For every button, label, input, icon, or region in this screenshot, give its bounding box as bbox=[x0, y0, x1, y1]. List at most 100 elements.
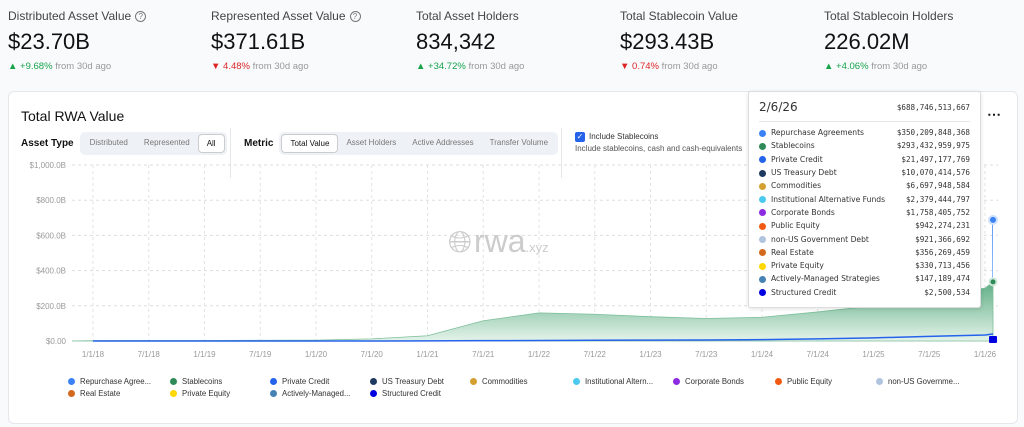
legend-label: Commodities bbox=[482, 377, 528, 386]
series-dot-icon bbox=[759, 129, 766, 137]
legend-label: Stablecoins bbox=[182, 377, 223, 386]
legend-item[interactable]: Corporate Bonds bbox=[673, 377, 744, 386]
tooltip-total: $688,746,513,667 bbox=[896, 102, 970, 112]
legend-item[interactable]: Stablecoins bbox=[170, 377, 222, 386]
series-dot-icon bbox=[759, 196, 766, 204]
series-value: $2,379,444,797 bbox=[905, 194, 970, 204]
point-stablecoins bbox=[988, 277, 998, 287]
legend-dot-icon bbox=[673, 378, 680, 385]
series-value: $6,697,948,584 bbox=[905, 181, 970, 191]
asset-type-label: Asset Type bbox=[21, 138, 74, 149]
legend-dot-icon bbox=[170, 378, 177, 385]
help-icon[interactable]: ? bbox=[135, 10, 147, 22]
x-tick-label: 1/1/25 bbox=[862, 350, 885, 359]
legend-label: US Treasury Debt bbox=[382, 377, 444, 386]
legend-item[interactable]: Actively-Managed... bbox=[270, 389, 350, 398]
help-icon[interactable]: ? bbox=[349, 10, 361, 22]
option-asset-holders[interactable]: Asset Holders bbox=[346, 138, 397, 147]
kpi-card: Represented Asset Value? $371.61B ▼ 4.48% … bbox=[211, 9, 361, 72]
legend-label: non-US Governme... bbox=[888, 377, 960, 386]
legend-item[interactable]: Commodities bbox=[470, 377, 528, 386]
kpi-card: Total Asset Holders 834,342 ▲ +34.72% from… bbox=[416, 9, 524, 72]
series-dot-icon bbox=[759, 169, 766, 177]
card-title: Total RWA Value bbox=[21, 108, 125, 124]
kpi-value: $293.43B bbox=[620, 29, 715, 54]
arrow-down-icon: ▼ bbox=[211, 61, 224, 72]
legend-item[interactable]: Real Estate bbox=[68, 389, 120, 398]
legend-item[interactable]: US Treasury Debt bbox=[370, 377, 444, 386]
y-tick-label: $200.0B bbox=[36, 302, 66, 311]
series-dot-icon bbox=[759, 289, 766, 297]
checkbox-checked-icon[interactable]: ✓ bbox=[575, 132, 585, 142]
tooltip-row: Repurchase Agreements $350,209,848,368 bbox=[759, 126, 970, 139]
point-repurchase-agreements bbox=[988, 214, 998, 225]
divider bbox=[230, 128, 231, 178]
option-transfer-volume[interactable]: Transfer Volume bbox=[489, 138, 549, 147]
tooltip-row: Commodities $6,697,948,584 bbox=[759, 179, 970, 192]
y-tick-label: $0.00 bbox=[46, 337, 67, 346]
more-options-button[interactable]: ⋯ bbox=[987, 106, 1001, 122]
kpi-change: +4.06% bbox=[836, 61, 869, 72]
tooltip-row: Private Equity $330,713,456 bbox=[759, 259, 970, 272]
series-value: $921,366,692 bbox=[915, 234, 970, 244]
legend-item[interactable]: Institutional Altern... bbox=[573, 377, 653, 386]
x-tick-label: 1/1/26 bbox=[974, 350, 997, 359]
legend-item[interactable]: Public Equity bbox=[775, 377, 832, 386]
include-stablecoins-checkbox[interactable]: ✓ Include Stablecoins Include stablecoins… bbox=[575, 132, 742, 153]
chart-tooltip: 2/6/26 $688,746,513,667 Repurchase Agreem… bbox=[748, 91, 981, 308]
kpi-value: 226.02M bbox=[824, 29, 910, 54]
x-tick-label: 1/1/22 bbox=[528, 350, 551, 359]
option-all[interactable]: All bbox=[197, 134, 225, 153]
series-name: US Treasury Debt bbox=[771, 168, 837, 178]
arrow-up-icon: ▲ bbox=[416, 61, 429, 72]
kpi-change-suffix: from 30d ago bbox=[661, 61, 718, 72]
tooltip-row: Public Equity $942,274,231 bbox=[759, 219, 970, 232]
series-name: Structured Credit bbox=[771, 287, 837, 297]
option-active-addresses[interactable]: Active Addresses bbox=[412, 138, 474, 147]
series-value: $350,209,848,368 bbox=[896, 128, 970, 138]
legend-item[interactable]: Private Credit bbox=[270, 377, 329, 386]
legend-dot-icon bbox=[68, 378, 75, 385]
kpi-change-suffix: from 30d ago bbox=[468, 61, 525, 72]
series-name: Repurchase Agreements bbox=[771, 128, 865, 138]
rwa-watermark-logo: 🌐︎ rwa .xyz bbox=[448, 223, 549, 259]
legend-dot-icon bbox=[370, 390, 377, 397]
legend-dot-icon bbox=[370, 378, 377, 385]
y-tick-label: $800.0B bbox=[36, 196, 66, 205]
legend-item[interactable]: Structured Credit bbox=[370, 389, 441, 398]
legend-label: Public Equity bbox=[787, 377, 833, 386]
option-represented[interactable]: Represented bbox=[143, 138, 190, 147]
x-tick-label: 1/1/24 bbox=[751, 350, 774, 359]
legend-item[interactable]: Private Equity bbox=[170, 389, 230, 398]
x-tick-label: 1/1/18 bbox=[82, 350, 105, 359]
tooltip-row: Private Credit $21,497,177,769 bbox=[759, 153, 970, 166]
legend-label: Private Credit bbox=[282, 377, 330, 386]
globe-icon: 🌐︎ bbox=[448, 226, 472, 259]
legend-item[interactable]: non-US Governme... bbox=[876, 377, 960, 386]
legend-dot-icon bbox=[68, 390, 75, 397]
series-value: $147,189,474 bbox=[915, 274, 970, 284]
legend-dot-icon bbox=[573, 378, 580, 385]
series-name: Commodities bbox=[771, 181, 822, 191]
series-name: Private Equity bbox=[771, 261, 824, 271]
series-name: non-US Government Debt bbox=[771, 234, 869, 244]
legend-item[interactable]: Repurchase Agree... bbox=[68, 377, 151, 386]
legend-label: Actively-Managed... bbox=[282, 389, 351, 398]
kpi-label: Total Stablecoin Value bbox=[620, 9, 738, 23]
option-distributed[interactable]: Distributed bbox=[89, 138, 128, 147]
series-value: $21,497,177,769 bbox=[901, 154, 970, 164]
legend-label: Real Estate bbox=[80, 389, 121, 398]
kpi-label: Distributed Asset Value bbox=[8, 9, 132, 23]
series-dot-icon bbox=[759, 222, 766, 230]
x-tick-label: 7/1/23 bbox=[695, 350, 718, 359]
option-total-value[interactable]: Total Value bbox=[281, 134, 339, 153]
legend-dot-icon bbox=[470, 378, 477, 385]
x-tick-label: 1/1/21 bbox=[416, 350, 439, 359]
tooltip-row: Corporate Bonds $1,758,405,752 bbox=[759, 206, 970, 219]
kpi-change-suffix: from 30d ago bbox=[871, 61, 928, 72]
tooltip-row: non-US Government Debt $921,366,692 bbox=[759, 232, 970, 245]
series-value: $1,758,405,752 bbox=[905, 207, 970, 217]
metric-control: Metric Total Value Asset Holders Active Ad… bbox=[244, 132, 559, 155]
kpi-change: 0.74% bbox=[632, 61, 659, 72]
